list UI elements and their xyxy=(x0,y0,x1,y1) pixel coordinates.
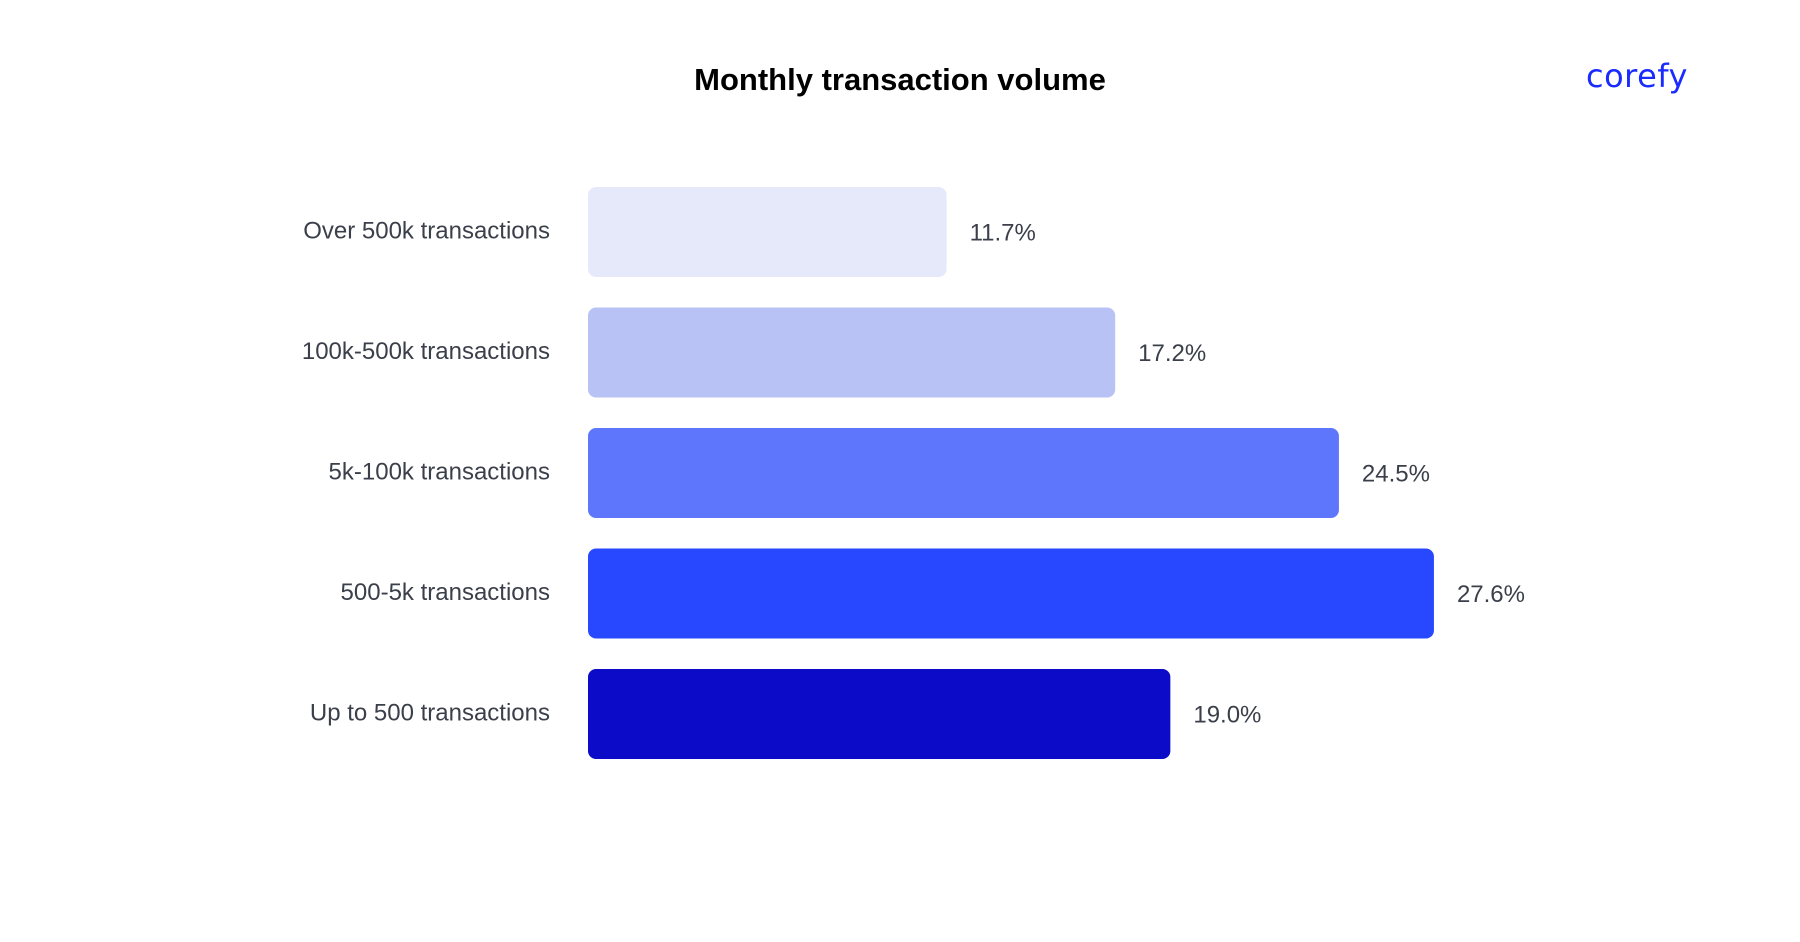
value-label: 19.0% xyxy=(1193,701,1261,728)
category-label: 500-5k transactions xyxy=(341,579,550,606)
value-label: 27.6% xyxy=(1457,581,1525,608)
value-label: 24.5% xyxy=(1362,460,1430,487)
category-labels: Over 500k transactions 100k-500k transact… xyxy=(302,217,550,726)
chart-title: Monthly transaction volume xyxy=(694,62,1106,97)
category-label: Up to 500 transactions xyxy=(310,699,550,726)
bar xyxy=(588,187,947,277)
bar xyxy=(588,428,1339,518)
value-label: 11.7% xyxy=(970,219,1036,246)
bar xyxy=(588,307,1116,398)
category-label: 100k-500k transactions xyxy=(302,338,550,365)
brand-logo: corefy xyxy=(1586,57,1688,95)
bar xyxy=(588,548,1434,639)
bars xyxy=(588,187,1434,759)
bar xyxy=(588,669,1171,759)
value-label: 17.2% xyxy=(1138,340,1206,367)
value-labels: 11.7% 17.2% 24.5% 27.6% 19.0% xyxy=(970,219,1525,728)
category-label: 5k-100k transactions xyxy=(329,458,550,485)
category-label: Over 500k transactions xyxy=(303,217,550,244)
